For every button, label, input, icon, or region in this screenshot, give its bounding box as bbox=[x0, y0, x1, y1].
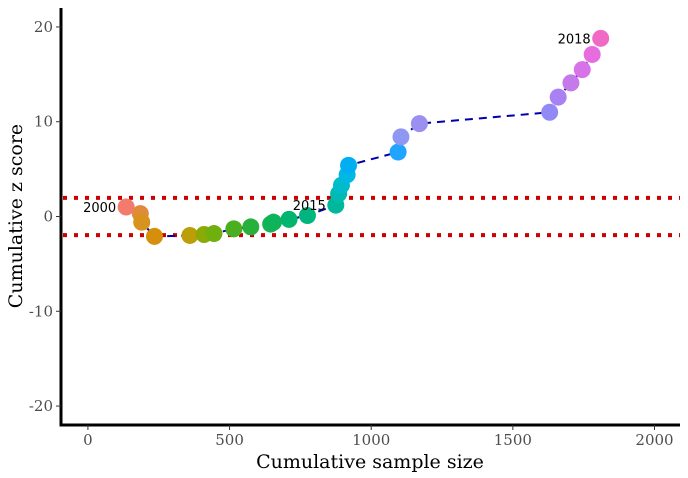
annotation-2018: 2018 bbox=[558, 32, 591, 47]
x-tick-label: 2000 bbox=[635, 431, 673, 449]
x-tick-label: 1000 bbox=[352, 431, 390, 449]
data-point-24 bbox=[562, 74, 580, 92]
data-point-9 bbox=[242, 218, 260, 236]
y-tick-label: -10 bbox=[29, 302, 53, 320]
data-point-19 bbox=[389, 143, 407, 161]
y-tick-label: -20 bbox=[29, 397, 53, 415]
y-tick-label: 20 bbox=[34, 18, 53, 36]
y-tick-label: 0 bbox=[43, 208, 53, 226]
data-point-1 bbox=[117, 198, 135, 216]
data-point-3 bbox=[133, 213, 151, 231]
data-point-23 bbox=[549, 88, 567, 106]
y-axis-title: Cumulative z score bbox=[5, 124, 27, 308]
y-tick-label: 10 bbox=[34, 113, 53, 131]
data-point-18 bbox=[340, 156, 358, 174]
data-points bbox=[117, 29, 610, 245]
data-point-5 bbox=[181, 226, 199, 244]
data-point-27 bbox=[592, 29, 610, 47]
point-annotations: 2000 2015 2018 bbox=[83, 32, 591, 216]
data-point-12 bbox=[280, 210, 298, 228]
data-point-13 bbox=[298, 207, 316, 225]
annotation-2015: 2015 bbox=[293, 199, 326, 214]
axis-ticks: 0 500 1000 1500 2000 -20 -10 0 10 20 bbox=[29, 18, 674, 449]
x-tick-label: 500 bbox=[215, 431, 244, 449]
data-point-7 bbox=[205, 225, 223, 243]
data-point-8 bbox=[225, 220, 243, 238]
x-axis-title: Cumulative sample size bbox=[256, 451, 484, 473]
data-point-11 bbox=[264, 213, 282, 231]
x-tick-label: 1500 bbox=[494, 431, 532, 449]
x-tick-label: 0 bbox=[83, 431, 93, 449]
annotation-2000: 2000 bbox=[83, 201, 116, 216]
data-point-22 bbox=[541, 103, 559, 121]
data-point-4 bbox=[145, 227, 163, 245]
data-point-21 bbox=[410, 115, 428, 133]
data-point-20 bbox=[392, 128, 410, 146]
data-point-25 bbox=[573, 61, 591, 79]
threshold-lines bbox=[63, 195, 680, 238]
data-point-26 bbox=[583, 45, 601, 63]
